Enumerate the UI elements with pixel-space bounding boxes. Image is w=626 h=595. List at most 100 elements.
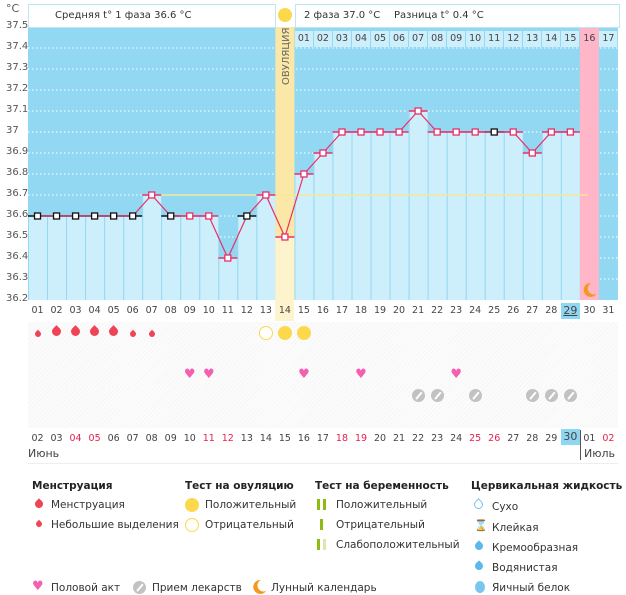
cycle-day-label[interactable]: 27 bbox=[526, 305, 539, 316]
calendar-date[interactable]: 17 bbox=[316, 433, 329, 444]
calendar-date[interactable]: 04 bbox=[69, 433, 82, 444]
calendar-date[interactable]: 13 bbox=[240, 433, 253, 444]
cycle-day-label[interactable]: 12 bbox=[240, 305, 253, 316]
cycle-day-label[interactable]: 26 bbox=[507, 305, 520, 316]
medication-pill-icon[interactable] bbox=[466, 389, 485, 405]
ovulation-test-negative-icon[interactable] bbox=[256, 326, 275, 343]
calendar-date[interactable]: 07 bbox=[126, 433, 139, 444]
medication-pill-icon[interactable] bbox=[523, 389, 542, 405]
cycle-day-label[interactable]: 10 bbox=[202, 305, 215, 316]
ovulation-test-positive-icon[interactable] bbox=[294, 326, 313, 343]
cycle-day-label[interactable]: 20 bbox=[393, 305, 406, 316]
calendar-date[interactable]: 01 bbox=[583, 433, 596, 444]
calendar-date[interactable]: 10 bbox=[183, 433, 196, 444]
cycle-day-label[interactable]: 05 bbox=[107, 305, 120, 316]
calendar-date[interactable]: 16 bbox=[297, 433, 310, 444]
calendar-date[interactable]: 20 bbox=[373, 433, 387, 444]
cycle-day-label[interactable]: 04 bbox=[88, 305, 101, 316]
intercourse-heart-icon[interactable]: ♥ bbox=[298, 367, 310, 382]
calendar-date[interactable]: 05 bbox=[88, 433, 101, 444]
cycle-day-label[interactable]: 23 bbox=[450, 305, 463, 316]
cycle-day-label[interactable]: 09 bbox=[183, 305, 196, 316]
y-tick-label: 37.5 bbox=[6, 20, 29, 31]
cycle-day-label[interactable]: 25 bbox=[488, 305, 501, 316]
calendar-date[interactable]: 27 bbox=[507, 433, 520, 444]
y-tick-label: 36.4 bbox=[6, 251, 29, 262]
temperature-bar bbox=[541, 132, 561, 300]
intercourse-heart-icon[interactable]: ♥ bbox=[183, 367, 196, 382]
intercourse-heart-icon[interactable]: ♥ bbox=[202, 367, 215, 382]
cycle-day-label[interactable]: 18 bbox=[354, 305, 368, 316]
calendar-date[interactable]: 25 bbox=[469, 433, 482, 444]
cycle-day-label[interactable]: 31 bbox=[602, 305, 615, 316]
cycle-day-label[interactable]: 24 bbox=[469, 305, 482, 316]
menstruation-drop-icon[interactable] bbox=[85, 325, 104, 339]
calendar-date[interactable]: 24 bbox=[450, 433, 463, 444]
cycle-day-label[interactable]: 19 bbox=[373, 305, 387, 316]
spotting-drop-icon[interactable] bbox=[123, 329, 142, 340]
temperature-point bbox=[452, 128, 460, 136]
temperature-bar bbox=[389, 132, 409, 300]
spotting-drop-icon[interactable] bbox=[142, 329, 161, 340]
calendar-date[interactable]: 15 bbox=[278, 433, 291, 444]
temperature-bar bbox=[370, 132, 390, 300]
cycle-day-label[interactable]: 22 bbox=[431, 305, 444, 316]
cycle-day-label[interactable]: 17 bbox=[335, 305, 349, 316]
calendar-date[interactable]: 02 bbox=[31, 433, 44, 444]
cycle-day-label[interactable]: 03 bbox=[69, 305, 82, 316]
cycle-day-label[interactable]: 15 bbox=[297, 305, 310, 316]
calendar-date[interactable]: 11 bbox=[202, 433, 215, 444]
cycle-day-label[interactable]: 08 bbox=[164, 305, 177, 316]
phase2-day-label: 01 bbox=[294, 31, 313, 47]
calendar-date[interactable]: 18 bbox=[335, 433, 349, 444]
temperature-point bbox=[148, 191, 156, 199]
cycle-day-label[interactable]: 21 bbox=[412, 305, 425, 316]
menstruation-drop-icon[interactable] bbox=[66, 325, 85, 339]
calendar-date[interactable]: 06 bbox=[107, 433, 120, 444]
medication-pill-icon[interactable] bbox=[542, 389, 561, 405]
calendar-date[interactable]: 02 bbox=[602, 433, 615, 444]
calendar-date[interactable]: 14 bbox=[259, 433, 272, 444]
calendar-date[interactable]: 29 bbox=[545, 433, 558, 444]
intercourse-heart-icon[interactable]: ♥ bbox=[355, 367, 367, 382]
cycle-day-label[interactable]: 13 bbox=[259, 305, 272, 316]
calendar-date[interactable]: 26 bbox=[488, 433, 501, 444]
phase2-day-label: 10 bbox=[466, 31, 485, 47]
calendar-date[interactable]: 21 bbox=[393, 433, 406, 444]
calendar-date[interactable]: 08 bbox=[145, 433, 158, 444]
spotting-drop-icon[interactable] bbox=[28, 329, 47, 340]
intercourse-heart-icon[interactable]: ♥ bbox=[450, 367, 462, 382]
cycle-day-label[interactable]: 29 bbox=[560, 303, 580, 319]
phase2-day-label: 02 bbox=[313, 31, 332, 47]
medication-pill-icon[interactable] bbox=[428, 389, 447, 405]
cycle-day-label[interactable]: 11 bbox=[221, 305, 234, 316]
calendar-date[interactable]: 09 bbox=[164, 433, 177, 444]
calendar-date[interactable]: 28 bbox=[526, 433, 539, 444]
phase2-day-label: 07 bbox=[409, 31, 428, 47]
cycle-day-label[interactable]: 06 bbox=[126, 305, 139, 316]
menstruation-drop-icon[interactable] bbox=[47, 325, 66, 339]
cycle-day-label[interactable]: 14 bbox=[275, 300, 295, 321]
calendar-date-today[interactable]: 30 bbox=[560, 429, 580, 445]
ovulation-test-positive-icon[interactable] bbox=[275, 326, 294, 343]
y-tick-label: 37.2 bbox=[6, 83, 29, 94]
cycle-day-label[interactable]: 28 bbox=[545, 305, 558, 316]
cycle-day-label[interactable]: 30 bbox=[583, 305, 596, 316]
cycle-day-label[interactable]: 07 bbox=[145, 305, 158, 316]
calendar-date[interactable]: 22 bbox=[412, 433, 425, 444]
medication-pill-icon[interactable] bbox=[561, 389, 580, 405]
calendar-date[interactable]: 12 bbox=[221, 433, 234, 444]
negative-test-circle-icon bbox=[185, 518, 199, 532]
cycle-day-label[interactable]: 16 bbox=[316, 305, 329, 316]
calendar-date[interactable]: 23 bbox=[431, 433, 444, 444]
medication-pill-icon[interactable] bbox=[409, 389, 428, 405]
cycle-day-label[interactable]: 02 bbox=[50, 305, 63, 316]
menstruation-drop-icon[interactable] bbox=[104, 325, 123, 339]
cycle-day-label[interactable]: 01 bbox=[31, 305, 44, 316]
excluded-point bbox=[109, 212, 118, 220]
legend-item-egg-white: Яичный белок bbox=[492, 582, 571, 594]
calendar-date[interactable]: 19 bbox=[354, 433, 368, 444]
egg-white-icon bbox=[475, 581, 485, 593]
calendar-date[interactable]: 03 bbox=[50, 433, 63, 444]
dry-drop-icon bbox=[472, 498, 485, 511]
